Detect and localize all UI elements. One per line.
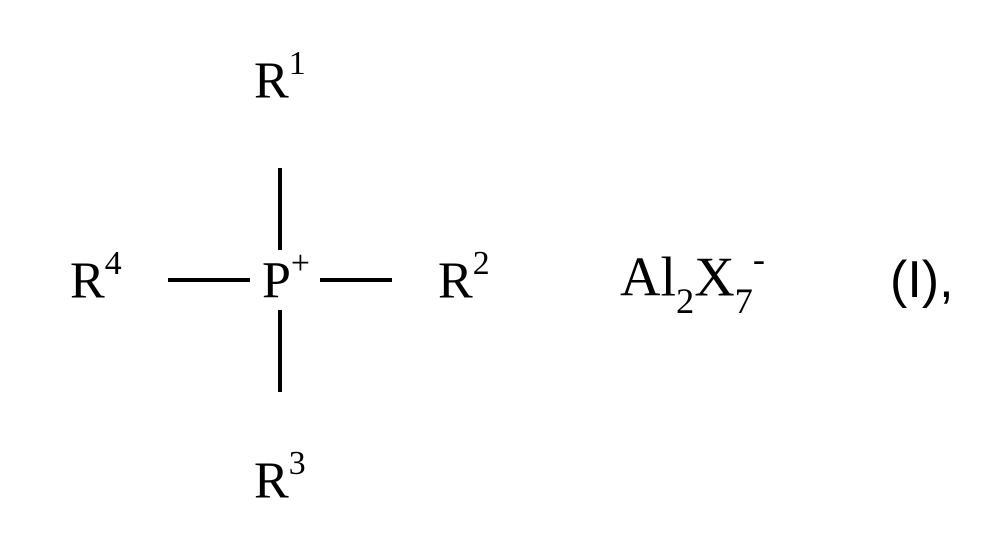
substituent-right-sup: 2: [473, 245, 490, 282]
substituent-top-base: R: [254, 52, 289, 109]
center-atom-charge: +: [291, 245, 310, 282]
substituent-left: R4: [70, 250, 122, 310]
equation-label: (I),: [890, 250, 954, 310]
substituent-top-sup: 1: [289, 45, 306, 82]
center-atom-symbol: P: [262, 252, 291, 309]
substituent-top: R1: [254, 50, 306, 110]
bond-lines: [0, 0, 999, 559]
substituent-left-base: R: [70, 252, 105, 309]
center-atom: P+: [262, 250, 310, 310]
substituent-bottom: R3: [254, 450, 306, 510]
substituent-bottom-base: R: [254, 452, 289, 509]
substituent-bottom-sup: 3: [289, 445, 306, 482]
substituent-left-sup: 4: [105, 245, 122, 282]
substituent-right: R2: [438, 250, 490, 310]
anion-formula: Al2X7-: [620, 243, 765, 317]
substituent-right-base: R: [438, 252, 473, 309]
